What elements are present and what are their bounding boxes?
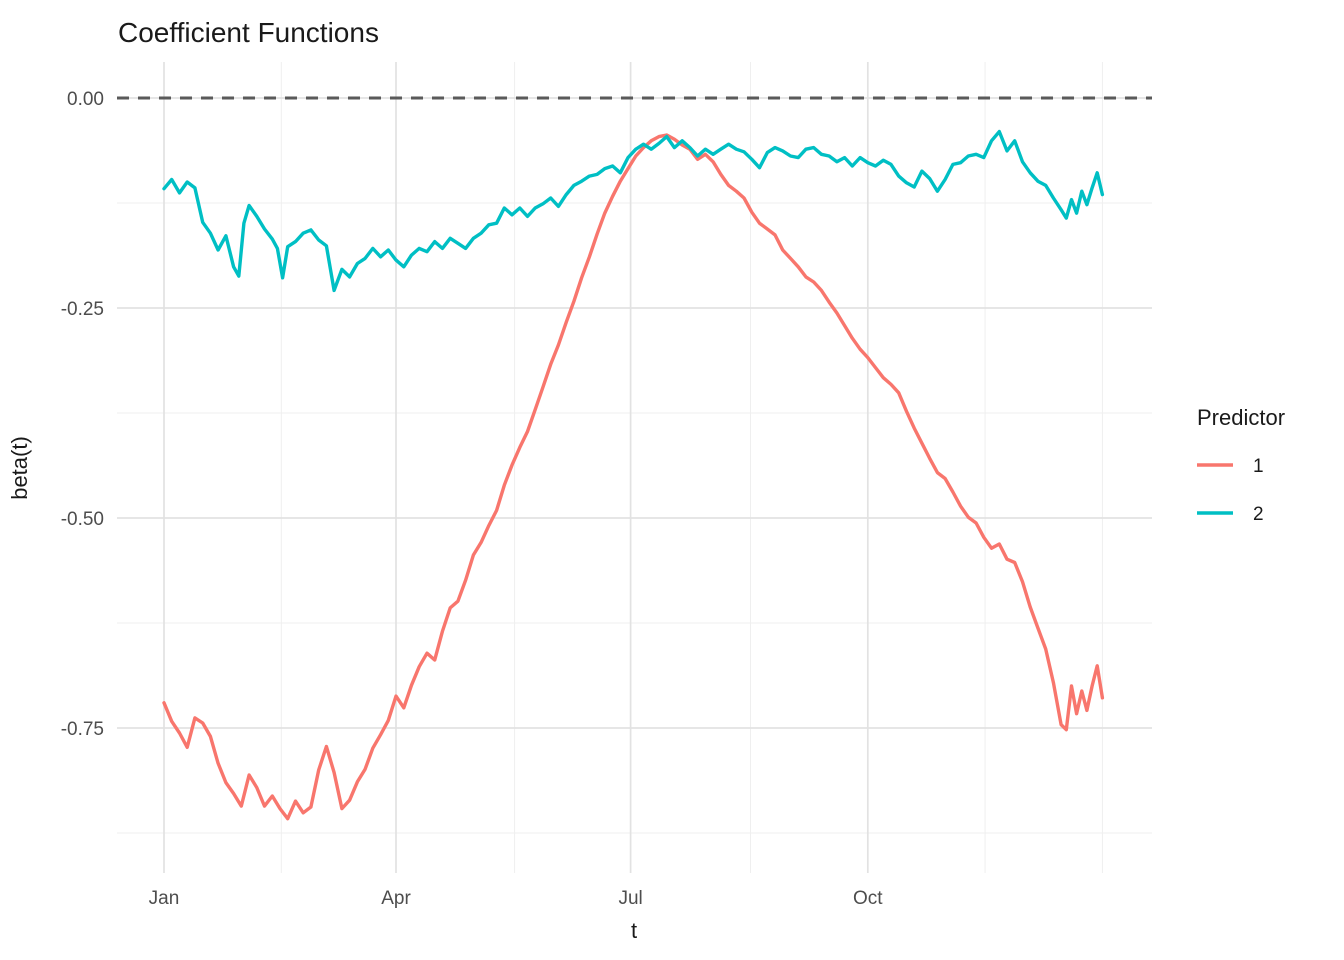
gridlines xyxy=(117,62,1152,873)
x-tick-labels: Jan Apr Jul Oct xyxy=(149,888,884,909)
series-lines xyxy=(162,129,1105,821)
legend-label-1: 1 xyxy=(1253,456,1264,477)
x-axis-title: t xyxy=(631,918,637,943)
y-tick-label: -0.75 xyxy=(61,719,104,740)
chart-title: Coefficient Functions xyxy=(118,17,379,48)
legend-entries: 12 xyxy=(1197,456,1264,525)
series-line-2 xyxy=(162,129,1105,293)
y-tick-label: 0.00 xyxy=(67,89,104,110)
x-tick-label-apr: Apr xyxy=(381,888,411,909)
series-line-1 xyxy=(162,133,1105,821)
legend-title: Predictor xyxy=(1197,405,1285,430)
legend-label-2: 2 xyxy=(1253,504,1264,525)
x-tick-label-jul: Jul xyxy=(618,888,642,909)
y-axis-title: beta(t) xyxy=(7,436,32,500)
y-tick-label: -0.25 xyxy=(61,299,104,320)
y-tick-label: -0.50 xyxy=(61,509,104,530)
y-tick-labels: 0.00 -0.25 -0.50 -0.75 xyxy=(61,89,104,740)
x-tick-label-oct: Oct xyxy=(853,888,883,909)
x-tick-label-jan: Jan xyxy=(149,888,180,909)
